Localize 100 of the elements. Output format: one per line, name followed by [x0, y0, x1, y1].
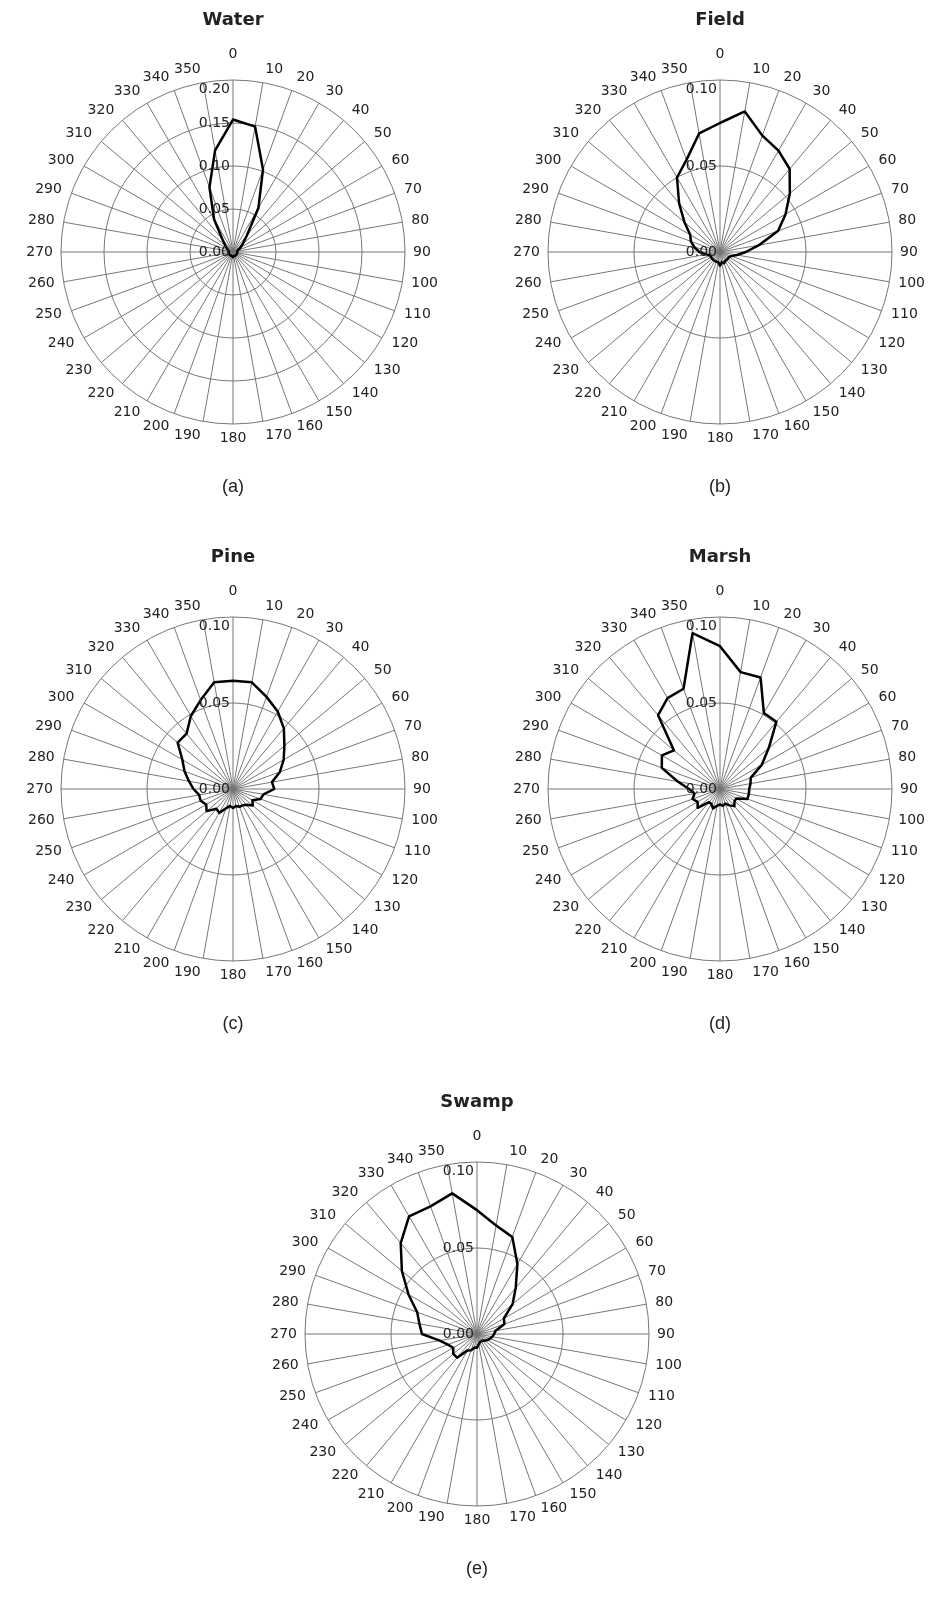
spoke-label: 160 — [296, 417, 324, 434]
spoke-label: 160 — [783, 417, 811, 434]
spoke-label: 220 — [87, 384, 115, 401]
spoke-label: 90 — [900, 779, 918, 796]
y-tick-label: 0.10 — [685, 79, 717, 96]
spoke-label: 60 — [391, 688, 410, 705]
spoke-label: 330 — [600, 619, 628, 636]
spoke-label: 40 — [595, 1183, 614, 1200]
spoke-label: 50 — [860, 661, 879, 678]
spoke-label: 280 — [271, 1293, 299, 1310]
spoke-label: 200 — [142, 417, 170, 434]
spoke-label: 80 — [655, 1293, 674, 1310]
spoke-label: 120 — [391, 334, 419, 351]
spoke-label: 310 — [552, 661, 580, 678]
spoke-label: 200 — [386, 1499, 414, 1516]
y-tick-label: 0.10 — [198, 616, 230, 633]
spoke-label: 170 — [265, 962, 293, 979]
spoke-label: 260 — [514, 811, 542, 828]
y-tick-label: 0.05 — [442, 1238, 474, 1255]
spoke-label: 150 — [325, 403, 353, 420]
spoke-label: 100 — [898, 274, 926, 291]
y-tick-label: 0.10 — [685, 616, 717, 633]
spoke-label: 90 — [413, 242, 431, 259]
spoke-label: 80 — [898, 211, 917, 228]
spoke-label: 100 — [655, 1356, 683, 1373]
spoke-label: 70 — [891, 180, 909, 197]
spoke-label: 20 — [783, 68, 802, 85]
spoke-label: 140 — [351, 384, 379, 401]
spoke-label: 300 — [291, 1233, 319, 1250]
spoke-label: 340 — [386, 1150, 414, 1167]
spoke-label: 60 — [878, 688, 897, 705]
spoke-label: 330 — [357, 1164, 385, 1181]
spoke-label: 60 — [635, 1233, 654, 1250]
spoke-label: 230 — [309, 1442, 337, 1459]
spoke-label: 0 — [472, 1126, 482, 1143]
spoke-label: 70 — [648, 1262, 666, 1279]
spoke-label: 60 — [878, 151, 897, 168]
spoke-label: 20 — [296, 605, 315, 622]
spoke-label: 270 — [513, 242, 540, 259]
spoke-label: 60 — [391, 151, 410, 168]
chart-title: Water — [201, 8, 265, 31]
spoke-label: 300 — [534, 688, 562, 705]
spoke-label: 290 — [35, 180, 62, 197]
chart-title: Field — [694, 8, 746, 31]
spoke-label: 20 — [783, 605, 802, 622]
spoke-label: 270 — [26, 779, 53, 796]
spoke-label: 50 — [860, 124, 879, 141]
spoke-label: 10 — [265, 59, 284, 76]
spoke-label: 310 — [65, 661, 93, 678]
spoke-label: 10 — [752, 59, 771, 76]
spoke-label: 240 — [47, 334, 75, 351]
spoke-label: 30 — [812, 619, 831, 636]
spoke-label: 220 — [87, 921, 115, 938]
spoke-label: 30 — [325, 82, 344, 99]
spoke-label: 260 — [514, 274, 542, 291]
spoke-label: 300 — [534, 151, 562, 168]
spoke-label: 230 — [65, 897, 93, 914]
spoke-label: 250 — [35, 841, 62, 858]
spoke-label: 90 — [657, 1324, 675, 1341]
spoke-label: 260 — [271, 1356, 299, 1373]
spoke-label: 120 — [878, 871, 906, 888]
spoke-label: 150 — [325, 940, 353, 957]
spoke-label: 30 — [569, 1164, 588, 1181]
spoke-label: 350 — [417, 1141, 445, 1158]
spoke-label: 180 — [219, 965, 247, 982]
spoke-label: 300 — [47, 688, 75, 705]
spoke-label: 50 — [373, 124, 392, 141]
chart-title: Marsh — [687, 545, 753, 568]
spoke-label: 0 — [228, 44, 238, 61]
spoke-label: 170 — [752, 425, 780, 442]
spoke-label: 210 — [600, 940, 628, 957]
spoke-label: 120 — [878, 334, 906, 351]
spoke-label: 240 — [534, 871, 562, 888]
spoke-label: 100 — [898, 811, 926, 828]
spoke-label: 280 — [27, 748, 55, 765]
spoke-label: 180 — [706, 428, 734, 445]
spoke-label: 330 — [113, 82, 141, 99]
text: (e) — [465, 1558, 489, 1579]
spoke-label: 200 — [629, 417, 657, 434]
spoke-label: 160 — [296, 954, 324, 971]
spoke-label: 40 — [351, 638, 370, 655]
spoke-label: 320 — [574, 638, 602, 655]
spoke-label: 20 — [540, 1150, 559, 1167]
spoke-label: 130 — [860, 360, 888, 377]
spoke-label: 190 — [660, 425, 688, 442]
spoke-label: 180 — [706, 965, 734, 982]
y-tick-label: 0.10 — [442, 1161, 474, 1178]
spoke-label: 30 — [812, 82, 831, 99]
spoke-label: 80 — [411, 748, 430, 765]
spoke-label: 110 — [404, 304, 431, 321]
spoke-label: 80 — [898, 748, 917, 765]
spoke-label: 290 — [522, 717, 549, 734]
spoke-label: 40 — [351, 101, 370, 118]
spoke-label: 50 — [373, 661, 392, 678]
spoke-label: 190 — [173, 962, 201, 979]
spoke-label: 200 — [142, 954, 170, 971]
spoke-label: 350 — [173, 59, 201, 76]
spoke-label: 320 — [87, 101, 115, 118]
spoke-label: 160 — [540, 1499, 568, 1516]
spoke-label: 250 — [279, 1386, 306, 1403]
